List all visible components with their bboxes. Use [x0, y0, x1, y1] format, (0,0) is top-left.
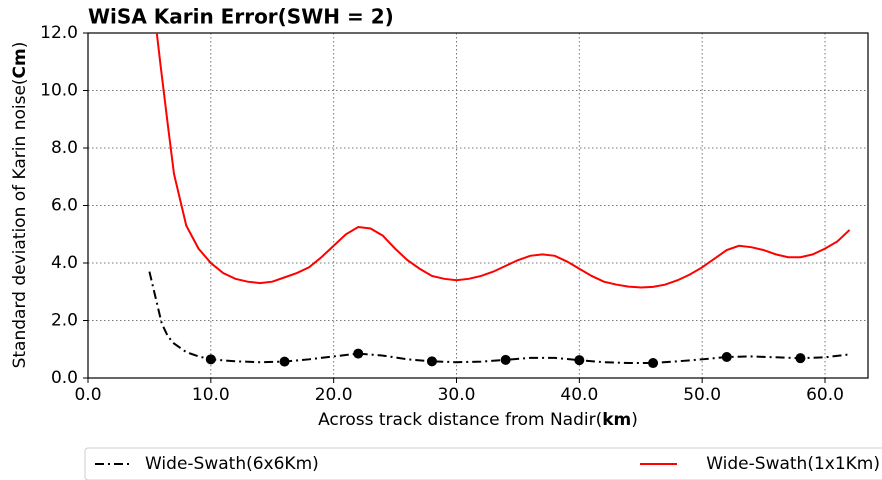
x-tick-label: 20.0: [315, 385, 353, 405]
label-part: km: [602, 410, 631, 430]
marker: [721, 352, 732, 363]
x-tick-label: 30.0: [438, 385, 476, 405]
x-axis-label: Across track distance from Nadir(km): [318, 410, 638, 430]
label-part: Cm: [10, 48, 30, 78]
y-tick-label: 10.0: [40, 81, 78, 101]
marker: [205, 354, 216, 365]
legend-box: [84, 447, 882, 480]
marker: [500, 354, 511, 365]
label-part: Standard deviation of Karin noise(: [10, 78, 30, 368]
y-tick-label: 4.0: [51, 253, 78, 273]
marker: [426, 356, 437, 367]
y-axis-label: Standard deviation of Karin noise(Cm): [10, 42, 30, 369]
y-tick-label: 0.0: [51, 368, 78, 388]
plot-frame: [87, 32, 869, 379]
chart-title: WiSA Karin Error(SWH = 2): [88, 5, 394, 29]
label-part: ): [631, 410, 638, 430]
marker: [353, 348, 364, 359]
label-part: ): [10, 42, 30, 49]
legend-label: Wide-Swath(1x1Km): [706, 454, 880, 474]
x-tick-label: 10.0: [192, 385, 230, 405]
y-tick-label: 6.0: [51, 196, 78, 216]
series-line: [155, 33, 851, 289]
series-line: [148, 271, 850, 365]
marker: [574, 355, 585, 366]
marker: [648, 358, 659, 369]
label-part: Across track distance from Nadir(: [318, 410, 602, 430]
x-tick-label: 60.0: [806, 385, 844, 405]
x-tick-label: 0.0: [74, 385, 101, 405]
marker: [279, 356, 290, 367]
marker: [795, 353, 806, 364]
legend-label: Wide-Swath(6x6Km): [145, 454, 319, 474]
x-tick-label: 40.0: [560, 385, 598, 405]
y-tick-label: 12.0: [40, 23, 78, 43]
x-tick-label: 50.0: [683, 385, 721, 405]
y-tick-label: 2.0: [51, 311, 78, 331]
y-tick-label: 8.0: [51, 138, 78, 158]
